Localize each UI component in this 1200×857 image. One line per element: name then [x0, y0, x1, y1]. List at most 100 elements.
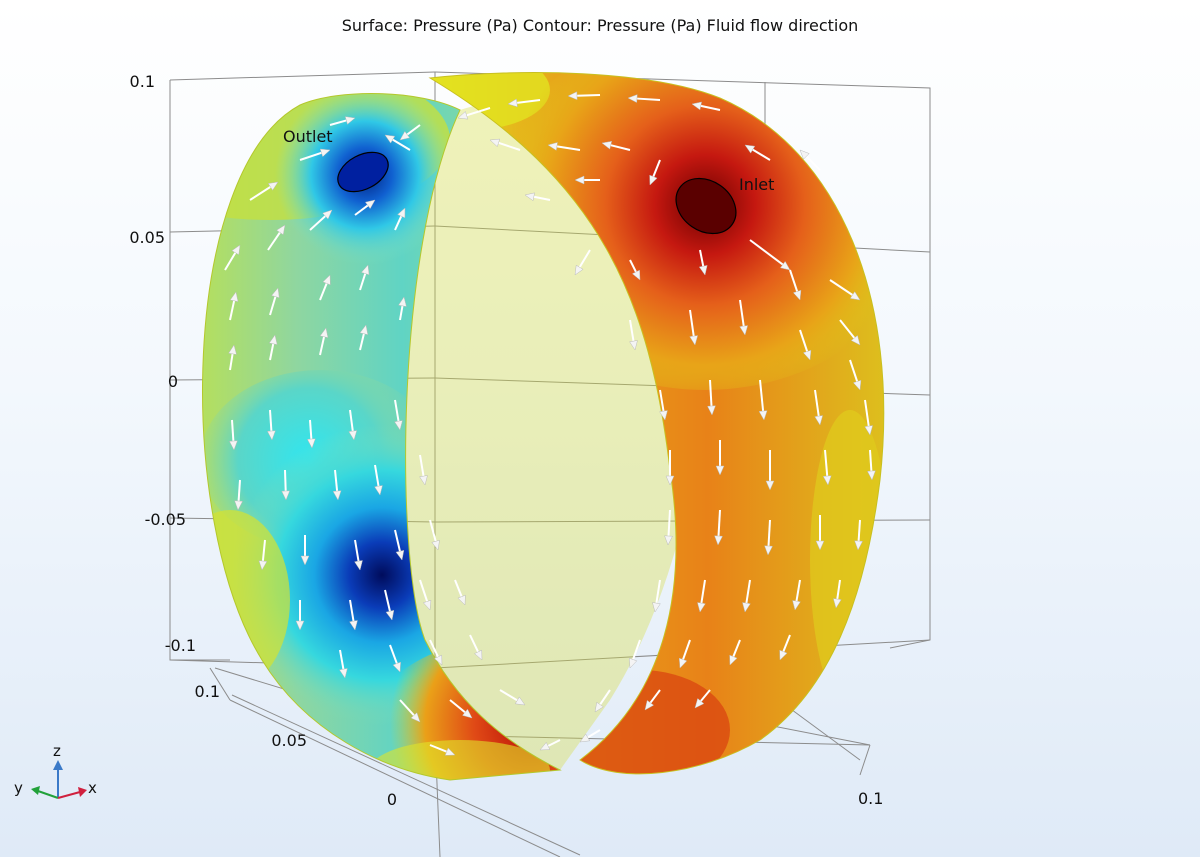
flow-arrow-shaft	[261, 539, 266, 562]
flow-arrow-head	[364, 199, 376, 210]
flow-arrow-shaft	[795, 579, 801, 602]
flow-arrow-shaft	[309, 419, 313, 440]
y-tick-label: 0.1	[195, 682, 220, 701]
flow-arrow-shaft	[399, 305, 404, 321]
flow-arrow-head	[399, 130, 411, 141]
flow-arrow-shaft	[655, 579, 661, 604]
flow-arrow-head	[397, 207, 406, 219]
flow-arrow-shaft	[824, 449, 829, 477]
flow-arrow-head	[652, 602, 661, 613]
flow-arrow-head	[852, 379, 862, 391]
flow-arrow-head	[322, 274, 331, 286]
flow-arrow-shaft	[752, 148, 771, 161]
flow-arrow-head	[659, 410, 668, 421]
outlet-label: Outlet	[283, 127, 333, 146]
flow-arrow-shaft	[429, 519, 437, 542]
flow-arrow-shaft	[334, 469, 339, 492]
flow-arrow-shaft	[839, 319, 856, 339]
outlet-boundary	[337, 151, 389, 193]
flow-arrow-head	[410, 712, 421, 723]
flow-arrow-head	[815, 540, 825, 551]
flow-arrow-shaft	[394, 215, 403, 231]
flow-arrow-shaft	[319, 336, 326, 356]
flow-arrow-shaft	[429, 639, 440, 658]
flow-arrow-head	[779, 260, 791, 271]
flow-arrow-head	[359, 324, 369, 336]
flow-arrow-shaft	[629, 319, 635, 342]
flow-arrow-head	[629, 340, 638, 351]
flow-arrow-shaft	[799, 329, 809, 352]
flow-arrow-head	[664, 535, 673, 546]
flow-arrow-head	[867, 470, 876, 481]
flow-arrow-head	[281, 490, 291, 501]
flow-arrow-head	[822, 475, 832, 486]
flow-arrow-head	[385, 609, 395, 621]
z-tick-label: 0.1	[130, 72, 155, 91]
flow-arrow-shaft	[499, 689, 518, 702]
flow-arrow-head	[422, 599, 432, 611]
flow-arrow-shaft	[249, 186, 271, 201]
flow-arrow-shaft	[359, 333, 365, 351]
flow-arrow-head	[574, 264, 584, 276]
flow-arrow-shaft	[857, 519, 861, 542]
flow-arrow-shaft	[516, 99, 541, 104]
flow-arrow-head	[594, 701, 604, 713]
flow-arrow-head	[628, 657, 638, 669]
flow-arrow-head	[567, 91, 578, 101]
flow-arrow-head	[707, 405, 716, 416]
flow-arrow-head	[649, 174, 658, 186]
flow-arrow-shaft	[339, 649, 345, 670]
flow-arrow-head	[419, 475, 428, 486]
z-tick-label: -0.1	[165, 636, 196, 655]
flow-arrow-head	[864, 425, 874, 436]
flow-arrow-head	[462, 708, 473, 719]
axis-triad[interactable]: z y x	[14, 742, 97, 799]
flow-arrow-shaft	[406, 124, 421, 136]
flow-arrow-shaft	[759, 379, 765, 412]
flow-arrow-shaft	[224, 252, 237, 271]
flow-arrow-head	[229, 291, 239, 302]
plot-title: Surface: Pressure (Pa) Contour: Pressure…	[341, 16, 859, 35]
flow-arrow-head	[300, 555, 310, 566]
flow-arrow-shaft	[587, 729, 601, 739]
flow-arrow-head	[792, 600, 801, 611]
flow-arrow-head	[764, 545, 773, 556]
flow-arrow-head	[507, 98, 518, 108]
triad-x-label: x	[88, 779, 97, 797]
flow-arrow-head	[457, 594, 466, 606]
flow-arrow-shaft	[469, 634, 480, 653]
flow-arrow-shaft	[284, 469, 287, 492]
flow-arrow-shaft	[394, 529, 401, 552]
flow-arrow-shaft	[498, 141, 521, 151]
flow-arrow-shaft	[699, 689, 711, 702]
flow-arrow-head	[691, 101, 702, 111]
flow-arrow-shaft	[649, 689, 661, 704]
flow-arrow-shaft	[749, 239, 784, 266]
flow-arrow-shaft	[237, 479, 241, 502]
flow-arrow-head	[374, 485, 383, 496]
flow-arrow-shaft	[394, 399, 400, 422]
flow-arrow-shaft	[466, 107, 491, 117]
flow-arrow-shaft	[384, 589, 391, 612]
flow-arrow-shaft	[354, 539, 360, 562]
flow-arrow-head	[698, 265, 708, 276]
flow-arrow-head	[524, 192, 535, 202]
flow-arrow-head	[792, 289, 802, 301]
flow-arrow-shaft	[700, 579, 706, 604]
flow-arrow-shaft	[349, 599, 355, 622]
flow-arrow-shaft	[533, 195, 551, 201]
flow-arrow-shaft	[782, 634, 791, 653]
flow-arrows	[224, 91, 876, 756]
flow-arrow-head	[631, 269, 641, 281]
flow-arrow-head	[779, 649, 788, 661]
flow-arrow-head	[758, 410, 768, 421]
flow-arrow-shaft	[789, 269, 799, 292]
flow-arrow-head	[457, 111, 469, 120]
flow-arrow-head	[814, 415, 824, 426]
flow-arrow-shaft	[329, 119, 347, 126]
triad-z-label: z	[53, 742, 61, 760]
flow-arrow-shaft	[700, 104, 721, 111]
flow-arrow-head	[322, 209, 333, 220]
flow-arrow-shaft	[267, 231, 281, 251]
